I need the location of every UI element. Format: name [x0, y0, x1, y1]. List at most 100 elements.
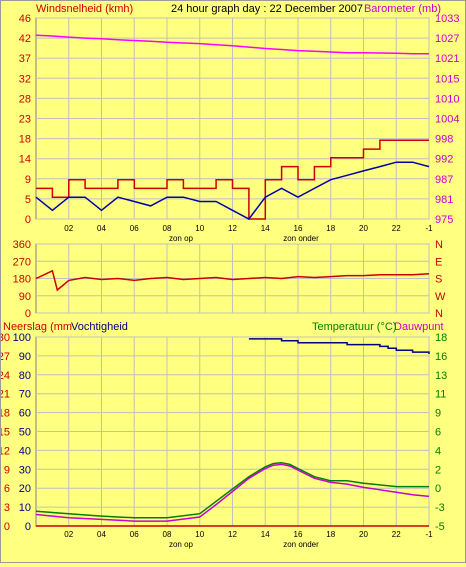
y-tick-label: 18	[19, 134, 31, 146]
rain-tick-label: 30	[1, 332, 10, 344]
y-tick-label: 70	[19, 389, 31, 401]
x-tick-label: 18	[326, 530, 335, 539]
y-tick-label: 14	[19, 154, 31, 166]
wind-panel-series	[35, 34, 430, 220]
direction-series	[35, 269, 430, 292]
y-tick-label: 37	[19, 53, 31, 65]
y-tick-label: 60	[19, 408, 31, 420]
wind-panel-x-ticks: 02 04 06 08 10 12 14 16 18 20 22 -1	[64, 224, 433, 233]
y-right-tick-label: 9	[435, 408, 441, 420]
rain-tick-label: 6	[4, 483, 10, 495]
y-right-tick-label: W	[435, 291, 446, 303]
x-tick-label: 20	[359, 530, 368, 539]
x-tick-label: 08	[163, 530, 172, 539]
y-right-tick-label: -3	[435, 502, 445, 514]
y-tick-label: 42	[19, 33, 31, 45]
x-tick-label: 14	[261, 530, 270, 539]
rain-humidity-axis-ticks: 0 10 20 30 40 50 60 70 80 90 100 0 3 6 9 12 15 18 21 24 27 30	[0, 332, 31, 533]
y-tick-label: 80	[19, 370, 31, 382]
y-tick-label: 40	[19, 445, 31, 457]
rain-tick-label: 12	[1, 445, 10, 457]
sunset-label-1: zon onder	[283, 234, 319, 243]
direction-axis-ticks: 0 90 180 270 360	[13, 239, 31, 320]
wind-direction-line	[35, 269, 430, 292]
y-tick-label: 10	[19, 502, 31, 514]
rain-tick-label: 9	[4, 464, 10, 476]
y-tick-label: 9	[25, 174, 31, 186]
y-right-tick-label: 998	[435, 134, 453, 146]
y-tick-label: 20	[19, 483, 31, 495]
y-tick-label: 180	[13, 274, 31, 286]
y-tick-label: 90	[19, 351, 31, 363]
rain-tick-label: 21	[1, 389, 10, 401]
y-tick-label: 32	[19, 73, 31, 85]
y-right-tick-label: -5	[435, 521, 445, 533]
x-tick-label: 16	[294, 530, 303, 539]
y-tick-label: 360	[13, 239, 31, 251]
rain-tick-label: 3	[4, 502, 10, 514]
y-right-tick-label: 992	[435, 154, 453, 166]
x-tick-label: 02	[64, 530, 73, 539]
y-right-tick-label: 1015	[435, 73, 459, 85]
rain-axis-label: Neerslag (mm	[3, 321, 72, 333]
x-tick-label: 06	[130, 530, 139, 539]
x-tick-label: 18	[326, 224, 335, 233]
y-right-tick-label: N	[435, 239, 443, 251]
rain-tick-label: 18	[1, 408, 10, 420]
y-tick-label: 0	[25, 214, 31, 226]
wind-axis-label: Windsnelheid (kmh)	[36, 3, 133, 15]
x-tick-label: 22	[392, 530, 401, 539]
rain-tick-label: 0	[4, 521, 10, 533]
y-right-tick-label: 2	[435, 464, 441, 476]
y-right-tick-label: N	[435, 308, 443, 320]
x-tick-label: 08	[163, 224, 172, 233]
y-right-tick-label: 987	[435, 174, 453, 186]
humidity-line	[248, 338, 430, 354]
x-tick-label: 20	[359, 224, 368, 233]
y-tick-label: 270	[13, 256, 31, 268]
temperature-axis-ticks: -5 -3 0 2 4 6 9 11 13 16 18	[435, 332, 447, 533]
y-right-tick-label: 13	[435, 370, 447, 382]
barometer-line	[35, 34, 429, 55]
y-tick-label: 90	[19, 291, 31, 303]
y-right-tick-label: 981	[435, 194, 453, 206]
y-right-tick-label: 4	[435, 445, 441, 457]
y-tick-label: 0	[25, 308, 31, 320]
x-tick-label: 02	[64, 224, 73, 233]
y-right-tick-label: 16	[435, 351, 447, 363]
x-tick-label: 12	[228, 224, 237, 233]
x-tick-label: 22	[392, 224, 401, 233]
climate-panel-series	[35, 338, 430, 527]
graph-title: 24 hour graph day : 22 December 2007	[171, 3, 363, 15]
wind-gust-line	[36, 139, 429, 220]
barometer-axis-label: Barometer (mb)	[364, 3, 441, 15]
y-right-tick-label: E	[435, 256, 442, 268]
x-tick-label: -1	[425, 224, 433, 233]
y-right-tick-label: 1010	[435, 93, 459, 105]
x-tick-label: 10	[195, 530, 204, 539]
humidity-axis-label: Vochtigheid	[71, 321, 128, 333]
wind-average-line	[35, 161, 430, 220]
y-tick-label: 0	[25, 521, 31, 533]
y-right-tick-label: S	[435, 274, 442, 286]
rain-tick-label: 15	[1, 427, 10, 439]
barometer-axis-ticks: 975 981 987 992 998 1004 1010 1015 1021 1027 1033	[435, 13, 459, 226]
climate-panel-x-ticks: 02 04 06 08 10 12 14 16 18 20 22 -1	[64, 530, 433, 539]
y-right-tick-label: 975	[435, 214, 453, 226]
y-tick-label: 28	[19, 93, 31, 105]
sunrise-label-2: zon op	[169, 540, 194, 549]
y-right-tick-label: 1004	[435, 114, 459, 126]
y-tick-label: 100	[13, 332, 31, 344]
y-right-tick-label: 1027	[435, 33, 459, 45]
direction-panel-grid	[36, 243, 430, 314]
x-tick-label: 04	[97, 530, 106, 539]
x-tick-label: 06	[130, 224, 139, 233]
y-right-tick-label: 6	[435, 427, 441, 439]
x-tick-label: 12	[228, 530, 237, 539]
wind-axis-ticks: 0 5 9 14 18 23 28 32 37 42 46	[19, 13, 31, 226]
rain-tick-label: 24	[1, 370, 10, 382]
temperature-axis-label: Temperatuur (°C)	[312, 321, 396, 333]
y-tick-label: 30	[19, 464, 31, 476]
